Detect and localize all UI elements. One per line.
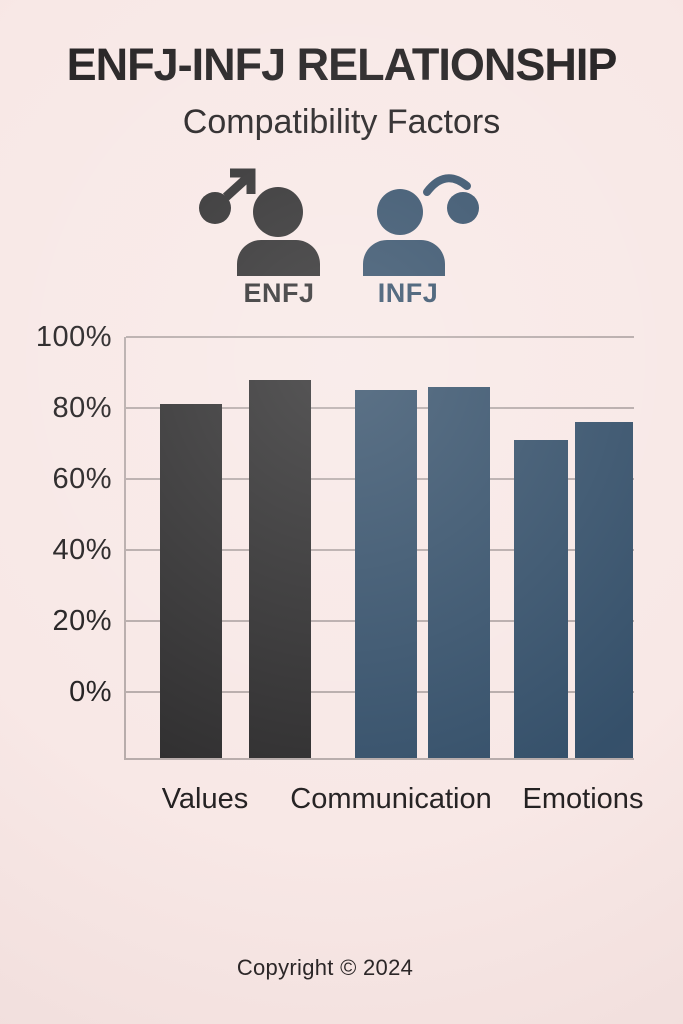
bar-enfj-communication [355,390,417,758]
enfj-legend-label: ENFJ [243,278,315,308]
bar-enfj-values [160,404,222,758]
plot-area: Values Communication Emotions [124,336,643,815]
y-tick-label-60: 60% [52,463,112,495]
y-tick-label-80: 80% [52,392,112,424]
bar-infj-values [249,379,311,758]
copyright-text: Copyright © 2024 [236,955,414,980]
infj-legend-label: INFJ [377,278,439,308]
y-tick-label-100: 100% [35,321,112,353]
bar-enfj-emotions [514,439,568,758]
male-symbol-person-icon [199,168,320,276]
person-with-orb-icon [363,174,479,276]
page-title: ENFJ-INFJ RELATIONSHIP [66,39,618,90]
gridline-100 [126,336,634,338]
bar-infj-communication [428,386,490,758]
page-subtitle: Compatibility Factors [182,103,501,141]
x-category-label-communication: Communication [290,783,492,815]
y-tick-label-20: 20% [52,605,112,637]
x-category-label-values: Values [161,783,249,815]
bar-infj-emotions [575,422,633,758]
y-tick-label-0: 0% [69,676,112,708]
y-tick-label-40: 40% [52,534,112,566]
y-axis: 100% 80% 60% 40% 20% 0% [0,321,112,758]
x-category-label-emotions: Emotions [522,783,644,815]
